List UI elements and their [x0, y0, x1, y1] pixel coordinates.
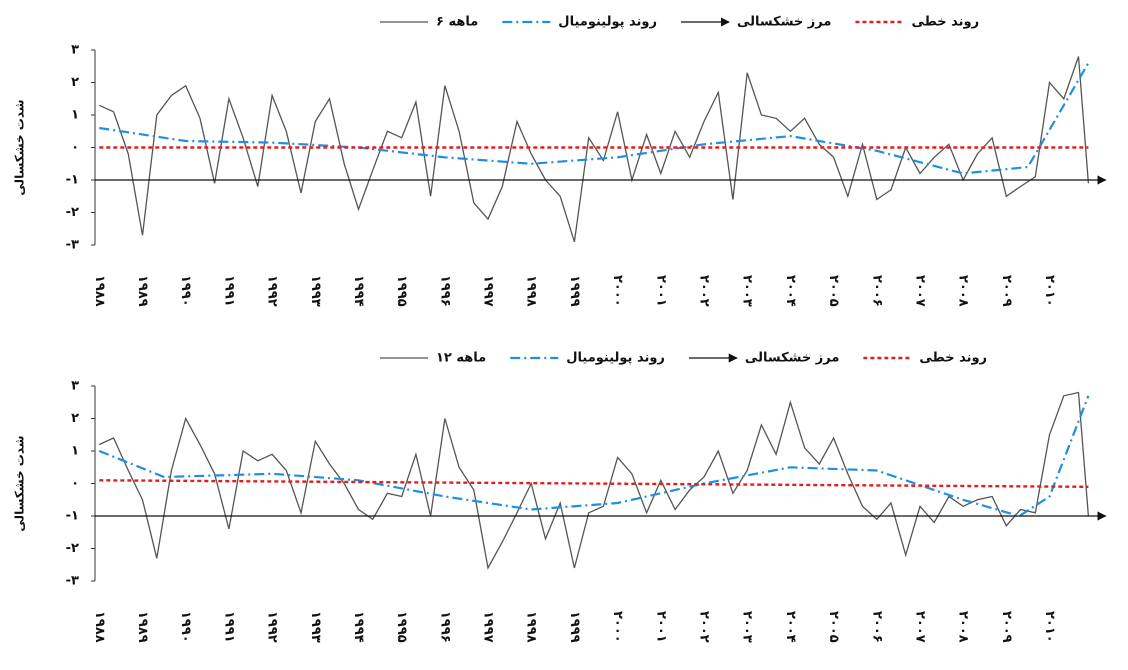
y-tick-label: ۲	[71, 411, 79, 426]
x-tick-label: ۲۰۰۶	[869, 611, 884, 643]
x-tick-label: ۱۹۹۳	[308, 275, 323, 307]
series-line	[99, 479, 1089, 488]
x-tick-label: ۱۹۹۶	[437, 611, 452, 643]
x-tick-label: ۲۰۰۸	[956, 611, 971, 643]
series-line	[99, 391, 1090, 570]
x-tick-label: ۲۰۰۶	[869, 275, 884, 307]
y-tick-label: ۰	[71, 476, 79, 491]
x-tick-label: ۲۰۰۴	[783, 611, 798, 643]
x-tick-label: ۱۹۹۶	[437, 275, 452, 307]
x-tick-label: ۲۰۰۴	[783, 275, 798, 307]
legend-label: روند پولینومیال	[566, 351, 665, 366]
y-tick-label: ۳	[71, 43, 79, 58]
y-tick-label: ۱	[71, 444, 79, 459]
chart-panel: ۳ ۲ ۱ ۰ -۱ -۲ -۳ شدت خشکسالی ۱۹۸۸ ۱۹۸۹ ۱۹۹۰ ۱۹۹۱ ۱۹۹…	[13, 15, 1107, 307]
y-axis-title: شدت خشکسالی	[13, 435, 27, 531]
x-tick-label: ۲۰۰۵	[826, 611, 841, 643]
x-tick-label: ۱۹۹۰	[178, 611, 193, 643]
x-tick-label: ۲۰۰۱	[653, 275, 668, 307]
y-tick-label: -۲	[66, 541, 79, 556]
x-tick-label: ۱۹۹۹	[567, 611, 582, 643]
x-tick-label: ۱۹۸۸	[92, 611, 107, 643]
y-tick-label: -۱	[66, 173, 79, 188]
x-tick-label: ۱۹۹۳	[308, 611, 323, 643]
x-tick-label: ۱۹۹۴	[351, 611, 366, 643]
x-tick-label: ۱۹۹۱	[221, 611, 236, 643]
x-tick-label: ۲۰۰۹	[999, 275, 1014, 307]
legend-label: روند خطی	[919, 351, 987, 366]
y-tick-label: -۱	[66, 509, 79, 524]
y-tick-label: ۱	[71, 108, 79, 123]
series-line	[99, 56, 1090, 242]
x-tick-label: ۱۹۹۸	[524, 275, 539, 307]
y-axis-title: شدت خشکسالی	[13, 99, 27, 195]
x-tick-label: ۲۰۰۹	[999, 611, 1014, 643]
x-tick-label: ۲۰۱۰	[1042, 611, 1057, 643]
x-tick-label: ۱۹۹۲	[265, 611, 280, 643]
legend-label: ۶ ماهه	[436, 15, 478, 30]
x-tick-label: ۱۹۸۸	[92, 275, 107, 307]
x-tick-label: ۲۰۰۲	[697, 275, 712, 307]
x-tick-label: ۱۹۸۹	[135, 275, 150, 307]
x-tick-label: ۲۰۰۷	[912, 275, 927, 307]
series-line	[98, 395, 1090, 518]
x-tick-label: ۱۹۹۴	[351, 275, 366, 307]
x-tick-label: ۱۹۹۷	[481, 611, 496, 643]
x-tick-label: ۱۹۸۹	[135, 611, 150, 643]
y-tick-label: ۲	[71, 75, 79, 90]
series-line	[99, 62, 1090, 175]
chart-panel: ۳ ۲ ۱ ۰ -۱ -۲ -۳ شدت خشکسالی ۱۹۸۸ ۱۹۸۹ ۱۹۹۰ ۱۹۹۱ ۱۹۹…	[13, 351, 1107, 643]
legend-label: ۱۲ ماهه	[436, 351, 486, 366]
y-tick-label: -۲	[66, 205, 79, 220]
x-tick-label: ۲۰۰۸	[956, 275, 971, 307]
x-tick-label: ۲۰۰۵	[826, 275, 841, 307]
legend-label: مرز خشکسالی	[737, 15, 831, 30]
x-tick-label: ۲۰۰۳	[740, 275, 755, 307]
x-tick-label: ۲۰۱۰	[1042, 275, 1057, 307]
x-tick-label: ۱۹۹۵	[394, 611, 409, 643]
x-tick-label: ۲۰۰۲	[697, 611, 712, 643]
x-tick-label: ۱۹۹۷	[481, 275, 496, 307]
legend-label: روند پولینومیال	[558, 15, 657, 30]
x-tick-label: ۱۹۹۵	[394, 275, 409, 307]
x-tick-label: ۱۹۹۸	[524, 611, 539, 643]
legend-label: روند خطی	[911, 15, 979, 30]
x-tick-label: ۲۰۰۳	[740, 611, 755, 643]
x-tick-label: ۱۹۹۱	[221, 275, 236, 307]
x-tick-label: ۲۰۰۱	[653, 611, 668, 643]
legend-label: مرز خشکسالی	[745, 351, 839, 366]
y-tick-label: ۰	[71, 140, 79, 155]
y-tick-label: -۳	[66, 238, 79, 253]
x-tick-label: ۲۰۰۰	[610, 611, 625, 643]
x-tick-label: ۱۹۹۲	[265, 275, 280, 307]
x-tick-label: ۲۰۰۷	[912, 611, 927, 643]
x-tick-label: ۱۹۹۹	[567, 275, 582, 307]
y-tick-label: ۳	[71, 379, 79, 394]
x-tick-label: ۲۰۰۰	[610, 275, 625, 307]
x-tick-label: ۱۹۹۰	[178, 275, 193, 307]
y-tick-label: -۳	[66, 574, 79, 589]
